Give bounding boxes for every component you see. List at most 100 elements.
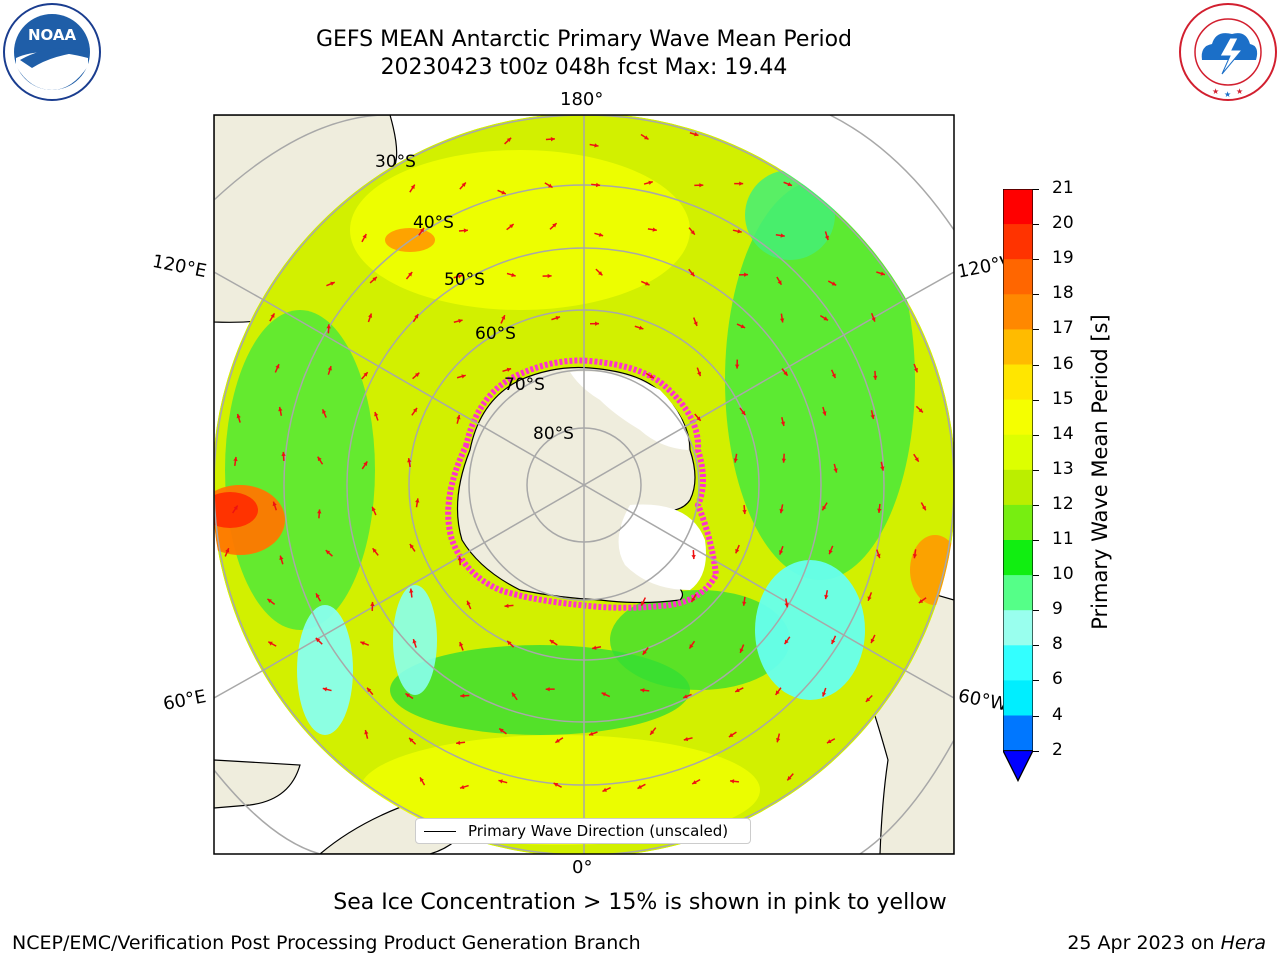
wave-arrow: [459, 641, 464, 651]
colorbar-tick-label: 14: [1052, 423, 1074, 444]
colorbar-tick-label: 2: [1052, 739, 1063, 760]
wave-arrow: [498, 727, 507, 735]
wave-arrow: [460, 693, 470, 698]
wave-arrow: [913, 363, 919, 373]
sea-ice-edge: [445, 357, 720, 611]
wave-arrow: [542, 273, 552, 279]
wave-arrow: [602, 786, 611, 793]
wave-arrow: [640, 597, 647, 606]
colorbar-tick-label: 9: [1052, 599, 1063, 620]
wave-arrow: [784, 598, 789, 608]
wave-arrow: [873, 370, 878, 380]
colorbar-segment: [1003, 224, 1033, 260]
chart-subtitle: 20230423 t00z 048h fcst Max: 19.44: [380, 55, 788, 80]
wave-arrow: [367, 313, 373, 323]
colorbar-segment: [1003, 189, 1033, 225]
wave-arrow: [405, 692, 414, 700]
outer-meridian-ne: [905, 271, 954, 300]
wave-arrow: [634, 325, 644, 330]
wave-arrow: [497, 189, 507, 195]
wave-arrow: [691, 550, 696, 560]
wave-arrow: [502, 367, 512, 373]
colorbar-extend: [1003, 750, 1033, 782]
wave-arrow: [232, 505, 239, 514]
wave-arrow: [506, 272, 516, 277]
wave-arrow: [830, 369, 837, 379]
wave-arrow: [411, 407, 418, 416]
wave-arrow: [786, 773, 794, 781]
colorbar-segment: [1003, 540, 1033, 576]
field-patch-red-west: [214, 492, 258, 528]
noaa-logo-text: NOAA: [28, 26, 77, 44]
wave-arrow: [877, 503, 882, 513]
colorbar-tick-mark: [1033, 259, 1039, 261]
colorbar-tick-label: 19: [1052, 248, 1074, 269]
wave-arrow: [407, 457, 412, 468]
wave-arrow: [645, 372, 655, 379]
wave-arrow: [876, 271, 886, 276]
chart-title: GEFS MEAN Antarctic Primary Wave Mean Pe…: [315, 27, 853, 52]
wave-arrow: [326, 324, 331, 334]
outer-meridian-sw: [214, 670, 263, 699]
colorbar-segment: [1003, 329, 1033, 365]
wave-arrow: [321, 408, 327, 418]
wave-arrow: [779, 504, 784, 514]
wave-arrow: [827, 280, 837, 286]
field-patch-green-southeast: [610, 590, 790, 690]
wave-arrow: [551, 315, 561, 321]
wave-arrow: [325, 549, 333, 557]
wave-arrow: [642, 647, 649, 656]
wave-arrow: [279, 555, 284, 565]
wave-arrow: [545, 137, 555, 142]
wave-arrow: [504, 603, 514, 608]
lat-label-40s: 40°S: [413, 213, 454, 233]
colorbar-segment: [1003, 294, 1033, 330]
outer-meridian-se: [905, 670, 954, 699]
wave-arrow: [824, 231, 830, 241]
colorbar-tick-label: 18: [1052, 283, 1074, 304]
colorbar-segment: [1003, 645, 1033, 681]
wave-arrow: [781, 368, 789, 377]
wave-arrow: [408, 737, 417, 745]
wave-arrow: [783, 181, 793, 187]
colorbar-segment: [1003, 364, 1033, 401]
wave-arrow: [822, 406, 827, 416]
wave-arrow: [315, 637, 323, 645]
sea-ice-note: Sea Ice Concentration > 15% is shown in …: [333, 890, 947, 915]
wave-arrow: [822, 687, 827, 697]
nws-logo-star-1: ★: [1212, 87, 1219, 96]
wave-arrow: [372, 547, 379, 556]
nws-logo-lightning: [1219, 37, 1244, 75]
meridian-120e-60w: [261, 298, 907, 672]
wave-arrow: [780, 416, 786, 427]
map-legend: Primary Wave Direction (unscaled): [415, 818, 751, 844]
wave-arrow: [457, 556, 462, 566]
footer-date: 25 Apr 2023 on Hera: [1067, 932, 1266, 954]
footer-host: Hera: [1220, 932, 1266, 954]
wave-arrow: [506, 640, 515, 648]
colorbar-tick-mark: [1033, 399, 1039, 401]
wave-arrow: [775, 233, 785, 238]
wave-arrow: [412, 638, 417, 648]
wave-arrow: [281, 451, 286, 462]
lat-label-50s: 50°S: [444, 270, 485, 290]
wave-arrow: [920, 502, 927, 511]
wave-arrow: [504, 137, 512, 145]
wave-arrow: [828, 545, 834, 555]
wave-arrow: [274, 363, 280, 373]
wave-arrow: [821, 502, 828, 511]
colorbar-tick-mark: [1033, 329, 1039, 331]
noaa-logo: NOAA: [3, 3, 101, 101]
colorbar-tick-label: 16: [1052, 353, 1074, 374]
wave-arrow: [405, 271, 413, 280]
wave-arrow: [912, 549, 918, 559]
wave-arrow: [419, 776, 426, 786]
colorbar-tick-label: 13: [1052, 458, 1074, 479]
wave-arrow: [915, 405, 924, 414]
wave-arrow: [272, 501, 278, 511]
wave-arrow: [819, 314, 829, 321]
ross-ice-shelf: [570, 371, 689, 450]
wave-arrow: [415, 498, 420, 508]
wave-arrow: [739, 644, 745, 654]
footer-date-text: 25 Apr 2023 on: [1067, 932, 1221, 954]
